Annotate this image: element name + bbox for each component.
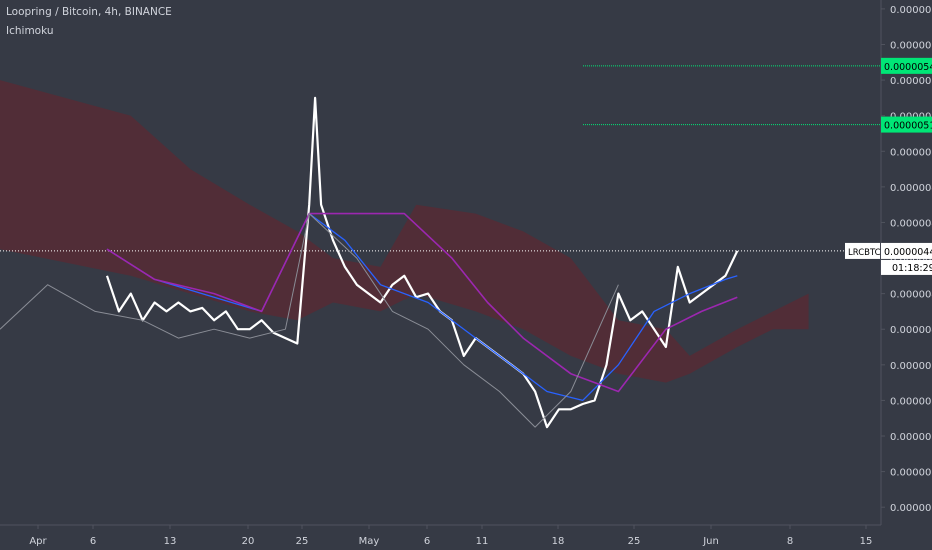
- symbol-badge: [845, 242, 880, 259]
- last-price-badge: [881, 242, 932, 259]
- x-tick-label: Jun: [702, 536, 719, 547]
- x-tick-label: 6: [90, 536, 96, 547]
- countdown-label: 01:18:29: [892, 263, 932, 274]
- x-tick-label: May: [359, 536, 380, 547]
- x-tick-label: 18: [552, 536, 565, 547]
- x-tick-label: 13: [164, 536, 177, 547]
- y-tick-label: 0.00000360: [890, 396, 932, 407]
- chart-title: Loopring / Bitcoin, 4h, BINANCE: [6, 6, 172, 18]
- y-tick-label: 0.00000340: [890, 432, 932, 443]
- x-tick-label: 25: [628, 536, 641, 547]
- y-tick-label: 0.00000540: [890, 76, 932, 87]
- y-tick-label: 0.00000580: [890, 5, 932, 16]
- x-tick-label: 25: [296, 536, 309, 547]
- ichimoku-cloud: [0, 80, 809, 383]
- level-price-badge: [881, 57, 932, 74]
- y-tick-label: 0.00000420: [890, 290, 932, 301]
- tenkan-line: [106, 212, 738, 402]
- y-tick-label: 0.00000440: [890, 254, 932, 265]
- y-tick-label: 0.00000300: [890, 503, 932, 514]
- level-price-label: 0.00000515: [884, 121, 932, 132]
- x-tick-label: 8: [787, 536, 793, 547]
- y-tick-label: 0.00000500: [890, 147, 932, 158]
- y-tick-label: 0.00000560: [890, 40, 932, 51]
- symbol-label: LRCBTC: [848, 248, 881, 258]
- indicator-label[interactable]: Ichimoku: [6, 25, 54, 37]
- y-tick-label: 0.00000380: [890, 361, 932, 372]
- x-tick-label: 6: [424, 536, 430, 547]
- x-tick-label: Apr: [29, 536, 47, 547]
- x-tick-label: 20: [242, 536, 255, 547]
- y-tick-label: 0.00000400: [890, 325, 932, 336]
- countdown-badge: [881, 259, 932, 275]
- y-tick-label: 0.00000480: [890, 183, 932, 194]
- x-tick-label: 11: [476, 536, 489, 547]
- y-tick-label: 0.00000320: [890, 468, 932, 479]
- level-price-label: 0.00000548: [884, 62, 932, 73]
- y-tick-label: 0.00000460: [890, 218, 932, 229]
- x-tick-label: 15: [860, 536, 873, 547]
- kijun-line: [106, 212, 738, 393]
- last-price-label: 0.00000444: [884, 247, 932, 258]
- level-price-badge: [881, 116, 932, 133]
- price-line: [105, 96, 739, 429]
- lagging-span-line: [0, 213, 619, 428]
